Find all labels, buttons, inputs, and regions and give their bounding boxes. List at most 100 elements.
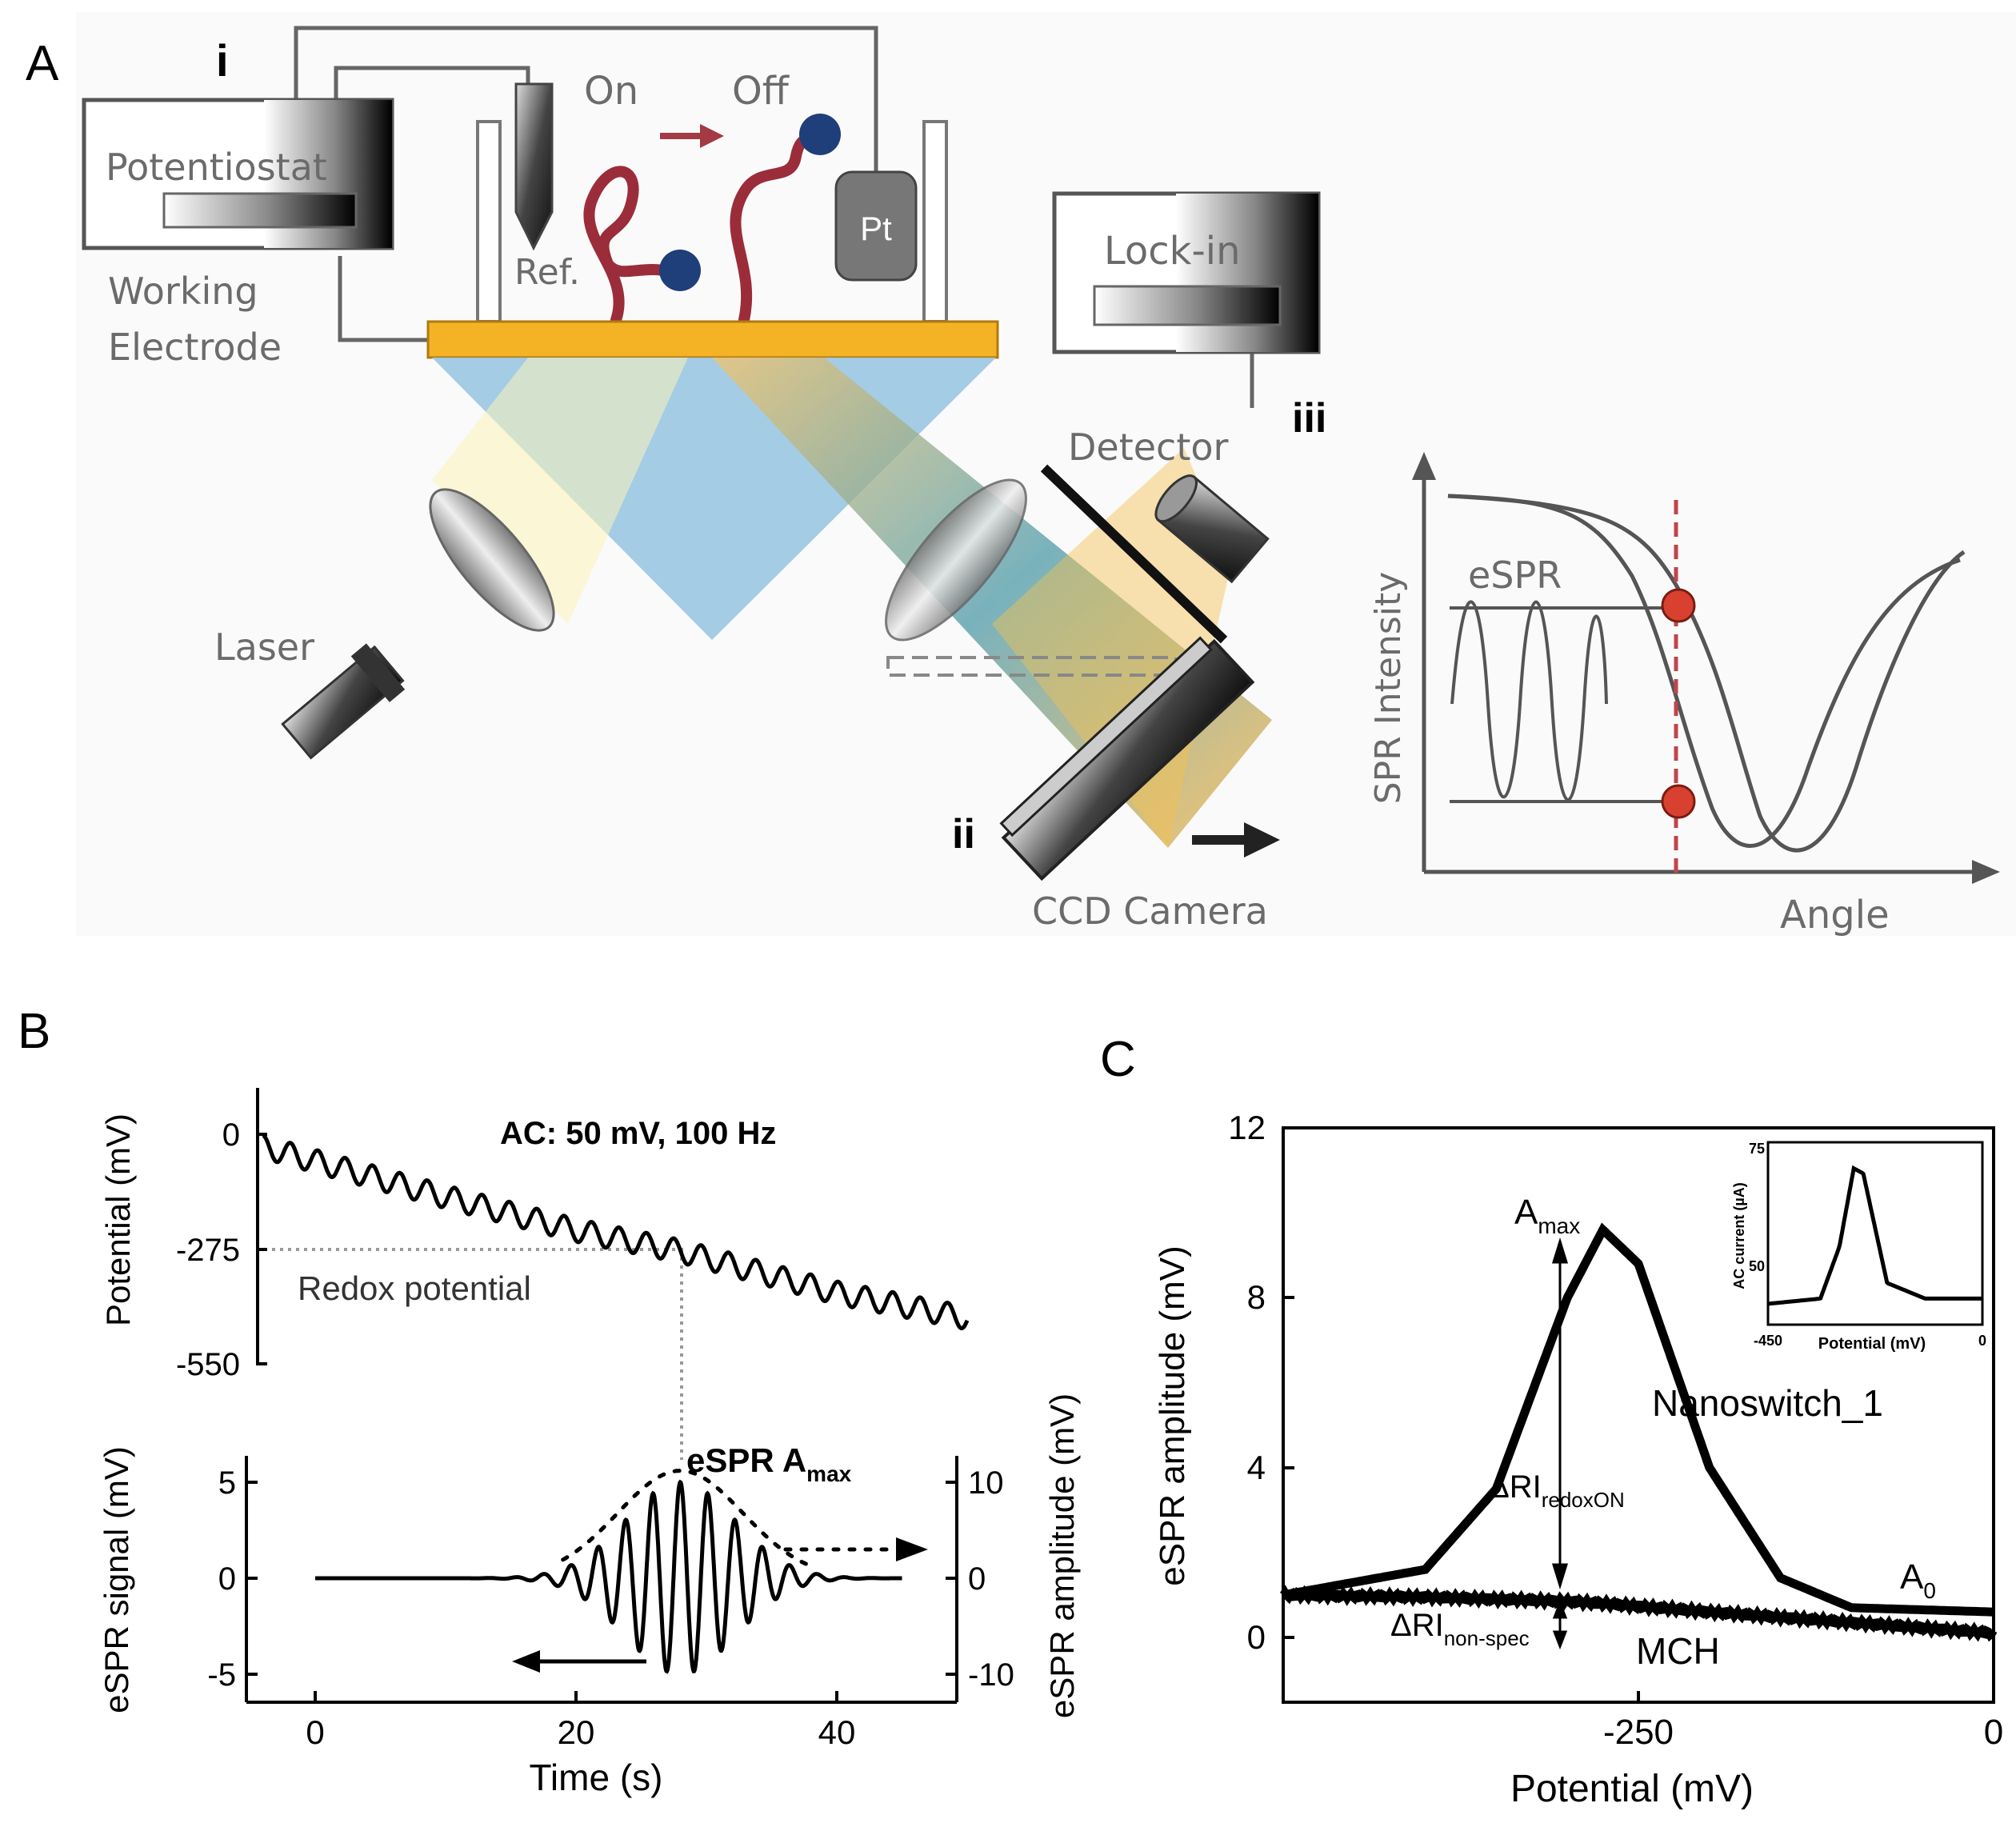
b-ytick-right-1: 0 — [968, 1561, 986, 1597]
spr-point-high — [1661, 588, 1696, 623]
panel-a: A i Potentiostat Working Electrode Ref. — [26, 12, 2016, 937]
c-ytick-1: 8 — [1247, 1278, 1266, 1316]
b-ytick-1: 0 — [218, 1561, 236, 1597]
c-inset-ytick-0: 75 — [1749, 1141, 1765, 1157]
cell-wall-right — [922, 120, 948, 323]
b-ytick-2: -5 — [207, 1657, 236, 1693]
spr-x-arrow — [1972, 860, 2000, 884]
dna-off — [730, 130, 822, 326]
on-label: On — [584, 69, 638, 114]
c-inset: 75 50 -450 0 Potential (mV) AC current (… — [1731, 1141, 1986, 1353]
spr-oscillation — [1450, 600, 1608, 802]
label-ii: ii — [952, 811, 975, 858]
panel-b: B 0 -275 -550 Potential (mV) AC: 50 mV, … — [18, 1004, 1081, 1798]
b-ytick-right-0: 10 — [968, 1465, 1004, 1501]
reference-electrode: Ref. — [514, 82, 580, 293]
spr-schematic: eSPR SPR Intensity Angle — [1368, 452, 2000, 937]
c-dri-on-label: ΔRIredoxON — [1488, 1469, 1625, 1512]
c-ytick-3: 0 — [1247, 1618, 1266, 1656]
c-ylabel: eSPR amplitude (mV) — [1153, 1245, 1192, 1585]
dna-strands — [583, 130, 822, 326]
b-amplitude-envelope — [561, 1469, 813, 1569]
detector-label: Detector — [1068, 426, 1229, 469]
spr-curve-2 — [1447, 494, 1966, 853]
ccd-label: CCD Camera — [1032, 890, 1268, 933]
spr-intensity-label: SPR Intensity — [1368, 572, 1409, 805]
angle-label: Angle — [1780, 893, 1890, 937]
c-inset-xlabel: Potential (mV) — [1818, 1335, 1926, 1353]
working-label: Working — [108, 270, 258, 313]
b-ytick-0: 5 — [218, 1465, 236, 1501]
label-i: i — [216, 35, 229, 86]
c-dri-ns-arrow — [1552, 1599, 1568, 1650]
c-ticks — [1283, 1126, 1995, 1702]
espr-label: eSPR — [1468, 554, 1562, 597]
c-ytick-2: 4 — [1247, 1449, 1266, 1486]
b-top-ytick-0: 0 — [222, 1117, 240, 1153]
panel-a-label: A — [26, 36, 59, 91]
potentiostat: Potentiostat — [82, 98, 394, 250]
ref-label: Ref. — [514, 252, 580, 293]
switch-arrow — [660, 124, 724, 148]
c-inset-ytick-1: 50 — [1749, 1258, 1765, 1274]
c-dri-on-arrow — [1551, 1237, 1569, 1590]
c-inset-xtick-0: -450 — [1754, 1333, 1782, 1349]
c-amax-label: Amax — [1514, 1193, 1580, 1238]
ccd-arrow — [1192, 822, 1280, 858]
laser-lens — [429, 488, 555, 632]
lockin-amplifier: Lock-in — [1052, 191, 1321, 354]
potentiostat-label: Potentiostat — [106, 146, 327, 189]
b-top-yticks — [258, 1133, 267, 1365]
b-bottom-ticks — [246, 1481, 957, 1702]
c-ytick-0: 12 — [1228, 1109, 1266, 1146]
c-nanoswitch-label: Nanoswitch_1 — [1652, 1382, 1883, 1424]
electrode-label: Electrode — [108, 326, 282, 369]
spr-y-arrow — [1412, 452, 1436, 480]
pt-label: Pt — [860, 210, 892, 247]
label-iii: iii — [1292, 395, 1326, 442]
c-mch-label: MCH — [1636, 1630, 1720, 1672]
dna-on — [583, 166, 678, 326]
off-label: Off — [732, 69, 790, 114]
wire-working — [338, 256, 432, 342]
panel-c-label: C — [1100, 1032, 1136, 1087]
wire-pt — [294, 26, 878, 172]
c-xtick-1: 0 — [1984, 1713, 2003, 1752]
b-top-potential-line — [262, 1133, 970, 1331]
b-redox-label: Redox potential — [298, 1269, 531, 1307]
b-amax-label: eSPR Amax — [686, 1441, 852, 1486]
output-lens — [885, 478, 1027, 642]
detector-plate — [1040, 464, 1228, 644]
ccd-camera — [999, 636, 1255, 882]
detector — [1154, 474, 1270, 584]
c-inset-line — [1767, 1165, 1982, 1306]
b-xtick-2: 40 — [818, 1713, 856, 1751]
c-dri-ns-label: ΔRInon-spec — [1390, 1608, 1530, 1650]
c-inset-xtick-1: 0 — [1978, 1333, 1986, 1349]
laser-device — [281, 643, 406, 760]
gold-film — [426, 320, 999, 359]
b-xlabel: Time (s) — [530, 1757, 663, 1798]
c-xlabel: Potential (mV) — [1510, 1768, 1754, 1810]
b-xtick-0: 0 — [306, 1713, 324, 1751]
b-espr-signal-line — [315, 1479, 902, 1674]
c-nanoswitch-line — [1282, 1222, 1994, 1617]
b-ytick-right-2: -10 — [968, 1657, 1014, 1693]
c-xtick-0: -250 — [1603, 1713, 1674, 1752]
panel-b-label: B — [18, 1004, 50, 1059]
incident-beam — [432, 358, 688, 624]
spr-point-low — [1661, 784, 1696, 819]
b-left-arrow — [512, 1650, 646, 1673]
spr-curve-1 — [1447, 494, 1961, 848]
b-bottom-ylabel-right: eSPR amplitude (mV) — [1043, 1393, 1081, 1718]
b-bottom-ylabel: eSPR signal (mV) — [98, 1446, 135, 1713]
redox-tag-on — [659, 250, 701, 291]
c-a0-label: A0 — [1900, 1557, 1936, 1603]
b-xtick-1: 20 — [558, 1713, 595, 1751]
redox-tag-off — [799, 114, 841, 155]
b-top-title: AC: 50 mV, 100 Hz — [500, 1116, 776, 1151]
c-inset-ylabel: AC current (µA) — [1731, 1182, 1747, 1289]
b-right-arrow — [783, 1537, 928, 1561]
cell-wall-left — [476, 120, 502, 323]
panel-c: C 12 8 4 0 -250 0 Potential (mV) eSPR am… — [1100, 1032, 2003, 1810]
